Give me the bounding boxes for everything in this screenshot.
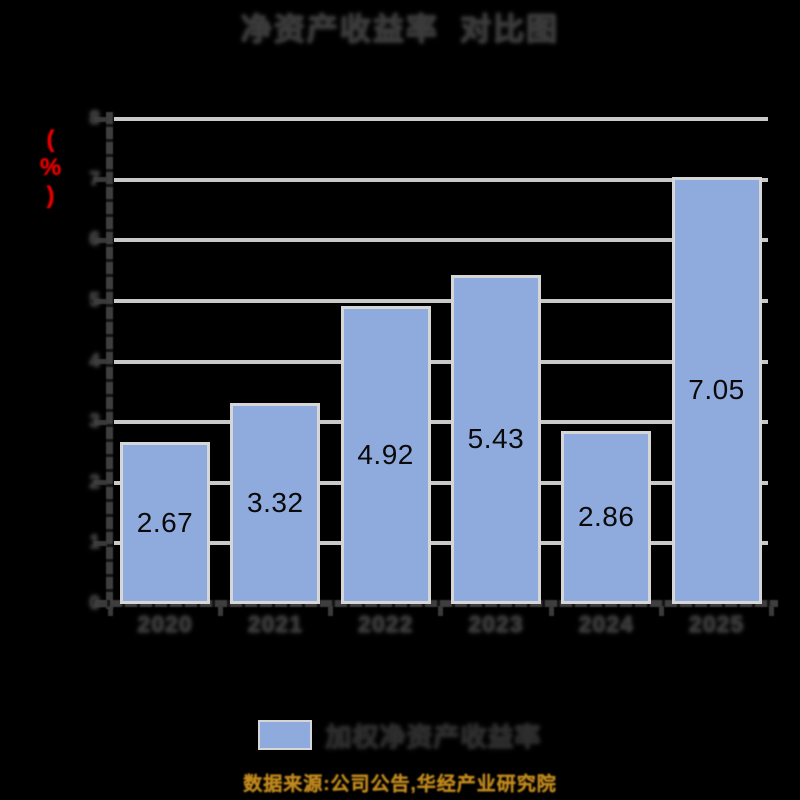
gridline	[114, 420, 768, 425]
y-tick-label: 8	[89, 108, 100, 130]
bar-data-label: 2.67	[136, 507, 194, 539]
x-category-label: 2025	[689, 611, 745, 637]
x-axis-line	[95, 600, 778, 607]
legend: 加权净资产收益率	[0, 717, 800, 753]
gridline	[114, 359, 768, 364]
y-tick-label: 2	[89, 471, 100, 493]
y-tick-mark	[94, 480, 107, 486]
x-category-label: 2024	[578, 611, 634, 637]
y-axis-line	[106, 112, 113, 609]
legend-swatch	[258, 720, 313, 750]
gridline	[114, 480, 768, 485]
bar-data-label: 4.92	[357, 438, 414, 470]
x-category-label: 2020	[137, 611, 193, 637]
x-tick-mark	[217, 606, 223, 616]
y-tick-label: 4	[89, 350, 100, 372]
y-tick-label: 7	[89, 168, 100, 190]
bar-data-label: 2.86	[577, 501, 635, 533]
gridline	[114, 238, 768, 243]
x-category-label: 2023	[468, 611, 524, 637]
bar-2024: 2.86	[561, 430, 652, 604]
x-tick-mark	[659, 606, 664, 616]
bar-data-label: 5.43	[467, 423, 525, 455]
bar-2020: 2.67	[120, 442, 210, 604]
y-tick-label: 5	[89, 290, 100, 311]
y-tick-mark	[94, 237, 107, 243]
y-tick-mark	[94, 540, 107, 546]
y-tick-mark	[94, 601, 107, 607]
y-tick-label: 0	[89, 593, 100, 614]
gridline	[114, 177, 768, 182]
y-tick-mark	[94, 177, 107, 183]
bar-data-label: 7.05	[688, 374, 745, 406]
x-tick-mark	[438, 606, 444, 616]
x-tick-mark	[328, 606, 334, 616]
y-tick-mark	[94, 298, 107, 304]
chart-title: 净资产收益率 对比图	[240, 12, 560, 47]
y-axis-unit-label: (%)	[37, 126, 64, 210]
bar-2025: 7.05	[671, 176, 762, 604]
x-category-label: 2022	[358, 611, 414, 637]
gridline	[114, 541, 768, 546]
gridline	[114, 299, 768, 303]
y-tick-mark	[94, 359, 107, 365]
legend-label: 加权净资产收益率	[325, 721, 542, 752]
source-note: 数据来源:公司公告,华经产业研究院	[243, 774, 557, 795]
gridline	[114, 117, 768, 122]
bar-data-label: 3.32	[247, 487, 304, 519]
x-category-label: 2021	[247, 611, 304, 637]
y-tick-label: 3	[89, 411, 100, 433]
bar-2022: 4.92	[340, 305, 431, 604]
x-tick-mark	[769, 606, 775, 616]
bar-2021: 3.32	[230, 402, 321, 604]
y-tick-mark	[94, 116, 107, 122]
y-tick-label: 1	[89, 532, 100, 554]
y-tick-label: 6	[89, 229, 100, 251]
x-tick-mark	[548, 606, 554, 616]
bar-2023: 5.43	[450, 274, 541, 604]
x-tick-mark	[107, 606, 113, 616]
y-tick-mark	[94, 419, 107, 425]
